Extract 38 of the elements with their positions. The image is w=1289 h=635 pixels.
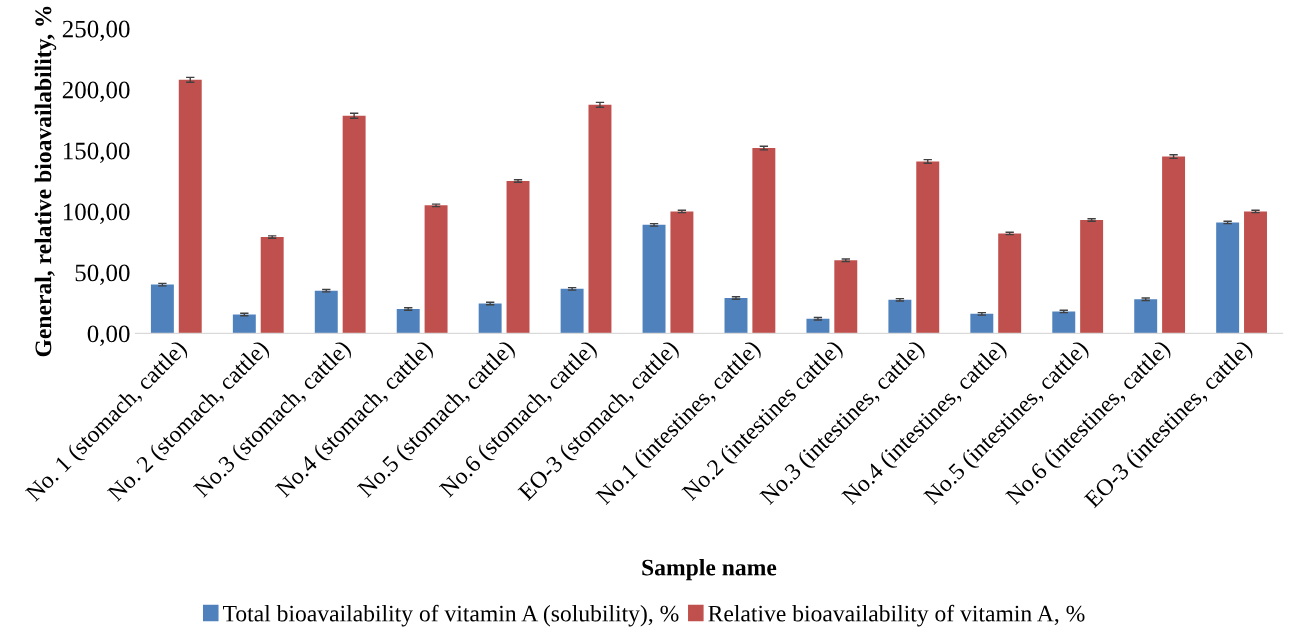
bar — [998, 233, 1022, 334]
bar — [642, 224, 666, 334]
bar — [232, 314, 256, 334]
bar — [342, 115, 366, 334]
bar — [560, 288, 584, 334]
legend-label: Total bioavailability of vitamin A (solubility), % — [222, 604, 679, 627]
y-tick-label: 150,00 — [63, 142, 130, 164]
bar — [670, 211, 694, 334]
bar — [724, 298, 748, 334]
bar — [150, 284, 174, 334]
bar — [806, 318, 830, 334]
y-tick-label: 50,00 — [75, 264, 130, 285]
legend-label: Relative bioavailability of vitamin A, % — [708, 604, 1085, 627]
bar — [396, 308, 420, 334]
bar — [260, 237, 284, 334]
bar — [588, 104, 612, 334]
bar — [752, 148, 776, 334]
x-axis-title: Sample name — [642, 558, 777, 581]
bar — [1244, 211, 1267, 334]
bar — [506, 180, 530, 334]
bar — [1052, 311, 1076, 334]
bar — [916, 161, 940, 334]
bar — [1134, 299, 1158, 334]
y-tick-label: 100,00 — [63, 203, 130, 224]
bar — [1162, 156, 1186, 334]
bar — [424, 205, 448, 334]
bar — [178, 79, 202, 334]
y-axis-title: General, relative bioavailability, % — [34, 6, 57, 357]
bar — [314, 290, 338, 334]
y-tick-label: 200,00 — [62, 81, 130, 103]
y-tick-label: 0,00 — [87, 325, 130, 346]
bar — [970, 313, 994, 334]
bar — [1080, 219, 1104, 334]
bar — [834, 260, 858, 334]
bar — [888, 299, 912, 334]
y-tick-label: 250,00 — [62, 20, 130, 42]
bar — [478, 303, 502, 334]
bar — [1216, 222, 1240, 334]
